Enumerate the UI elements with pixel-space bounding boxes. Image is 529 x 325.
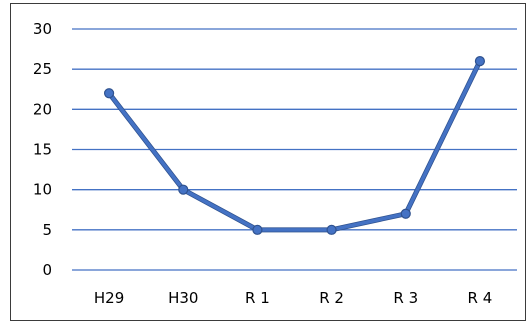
data-point-H29 (103, 88, 115, 99)
series-group (103, 56, 486, 235)
y-tick-label: 5 (42, 221, 52, 239)
y-tick-label: 0 (42, 261, 52, 279)
y-tick-label: 20 (33, 100, 52, 118)
series-line (107, 59, 482, 232)
x-tick-label: R 2 (319, 289, 344, 307)
y-tick-label: 15 (33, 141, 52, 159)
data-point-H30 (178, 184, 189, 195)
data-point-R1 (252, 224, 263, 235)
x-tick-label: H29 (94, 289, 124, 307)
y-axis-tick-labels: 0 5 10 15 20 25 30 (33, 20, 52, 279)
x-axis-tick-labels: H29 H30 R 1 R 2 R 3 R 4 (94, 289, 492, 307)
gridlines (72, 28, 517, 271)
data-point-R2 (326, 224, 337, 235)
x-tick-label: H30 (168, 289, 198, 307)
x-tick-label: R 4 (468, 289, 493, 307)
data-point-R3 (400, 208, 411, 219)
y-tick-label: 25 (33, 60, 52, 78)
y-tick-label: 10 (33, 181, 52, 199)
data-point-R4 (474, 56, 486, 67)
y-tick-label: 30 (33, 20, 52, 38)
chart-frame (10, 3, 526, 321)
x-tick-label: R 1 (245, 289, 270, 307)
series-line-outline (106, 58, 483, 233)
x-tick-label: R 3 (393, 289, 418, 307)
